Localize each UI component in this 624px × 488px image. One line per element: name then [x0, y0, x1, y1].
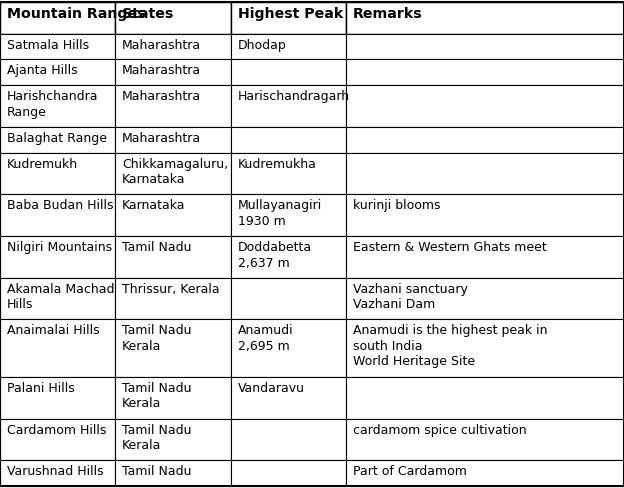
Bar [231, 85, 346, 127]
Text: Ajanta Hills: Ajanta Hills [7, 64, 77, 78]
Bar [115, 60, 231, 85]
Text: Thrissur, Kerala: Thrissur, Kerala [122, 283, 220, 296]
Bar [0, 319, 115, 377]
Bar [115, 278, 231, 319]
Text: Karnataka: Karnataka [122, 200, 185, 212]
Bar [346, 236, 624, 278]
Bar [115, 460, 231, 486]
Bar [115, 34, 231, 60]
Bar [346, 2, 624, 34]
Bar [0, 419, 115, 460]
Bar [346, 377, 624, 419]
Bar [231, 319, 346, 377]
Bar [0, 85, 115, 127]
Text: Chikkamagaluru,
Karnataka: Chikkamagaluru, Karnataka [122, 158, 228, 186]
Bar [115, 127, 231, 153]
Bar [231, 127, 346, 153]
Text: Remarks: Remarks [353, 7, 422, 21]
Bar [0, 194, 115, 236]
Bar [346, 194, 624, 236]
Bar [0, 236, 115, 278]
Text: Maharashtra: Maharashtra [122, 90, 201, 103]
Text: Harishchandra
Range: Harishchandra Range [7, 90, 98, 119]
Bar [0, 2, 115, 34]
Text: Satmala Hills: Satmala Hills [7, 39, 89, 52]
Text: Tamil Nadu
Kerala: Tamil Nadu Kerala [122, 382, 192, 410]
Bar [115, 236, 231, 278]
Text: Vandaravu: Vandaravu [238, 382, 305, 395]
Bar [346, 153, 624, 194]
Text: Cardamom Hills: Cardamom Hills [7, 424, 106, 437]
Bar [231, 460, 346, 486]
Bar [115, 319, 231, 377]
Bar [231, 34, 346, 60]
Bar [115, 2, 231, 34]
Text: Anaimalai Hills: Anaimalai Hills [7, 325, 99, 337]
Text: Dhodap: Dhodap [238, 39, 286, 52]
Text: Tamil Nadu
Kerala: Tamil Nadu Kerala [122, 325, 192, 353]
Text: kurinji blooms: kurinji blooms [353, 200, 441, 212]
Bar [0, 460, 115, 486]
Text: Anamudi is the highest peak in
south India
World Heritage Site: Anamudi is the highest peak in south Ind… [353, 325, 547, 368]
Bar [346, 34, 624, 60]
Bar [0, 278, 115, 319]
Text: Maharashtra: Maharashtra [122, 64, 201, 78]
Bar [115, 377, 231, 419]
Text: Mullayanagiri
1930 m: Mullayanagiri 1930 m [238, 200, 322, 228]
Text: Anamudi
2,695 m: Anamudi 2,695 m [238, 325, 293, 353]
Bar [231, 278, 346, 319]
Bar [346, 319, 624, 377]
Text: Part of Cardamom: Part of Cardamom [353, 465, 467, 478]
Bar [231, 236, 346, 278]
Bar [346, 460, 624, 486]
Text: Tamil Nadu
Kerala: Tamil Nadu Kerala [122, 424, 192, 452]
Bar [346, 85, 624, 127]
Bar [0, 127, 115, 153]
Text: Balaghat Range: Balaghat Range [7, 132, 107, 145]
Text: Maharashtra: Maharashtra [122, 132, 201, 145]
Text: Eastern & Western Ghats meet: Eastern & Western Ghats meet [353, 241, 547, 254]
Text: Tamil Nadu: Tamil Nadu [122, 241, 192, 254]
Bar [346, 127, 624, 153]
Bar [231, 60, 346, 85]
Bar [115, 85, 231, 127]
Bar [0, 34, 115, 60]
Bar [231, 194, 346, 236]
Bar [231, 153, 346, 194]
Text: Baba Budan Hills: Baba Budan Hills [7, 200, 113, 212]
Text: Kudremukh: Kudremukh [7, 158, 78, 171]
Text: Varushnad Hills: Varushnad Hills [7, 465, 104, 478]
Bar [346, 278, 624, 319]
Bar [231, 377, 346, 419]
Bar [346, 60, 624, 85]
Bar [0, 153, 115, 194]
Text: States: States [122, 7, 173, 21]
Bar [346, 419, 624, 460]
Text: Vazhani sanctuary
Vazhani Dam: Vazhani sanctuary Vazhani Dam [353, 283, 468, 311]
Text: Tamil Nadu: Tamil Nadu [122, 465, 192, 478]
Text: Harischandragarh: Harischandragarh [238, 90, 349, 103]
Bar [0, 377, 115, 419]
Text: Akamala Machad
Hills: Akamala Machad Hills [7, 283, 114, 311]
Text: Maharashtra: Maharashtra [122, 39, 201, 52]
Bar [115, 194, 231, 236]
Text: Kudremukha: Kudremukha [238, 158, 316, 171]
Text: Doddabetta
2,637 m: Doddabetta 2,637 m [238, 241, 311, 269]
Bar [0, 60, 115, 85]
Bar [231, 2, 346, 34]
Text: Mountain Ranges: Mountain Ranges [7, 7, 145, 21]
Text: Highest Peak: Highest Peak [238, 7, 343, 21]
Text: cardamom spice cultivation: cardamom spice cultivation [353, 424, 527, 437]
Text: Palani Hills: Palani Hills [7, 382, 74, 395]
Text: Nilgiri Mountains: Nilgiri Mountains [7, 241, 112, 254]
Bar [115, 153, 231, 194]
Bar [231, 419, 346, 460]
Bar [115, 419, 231, 460]
